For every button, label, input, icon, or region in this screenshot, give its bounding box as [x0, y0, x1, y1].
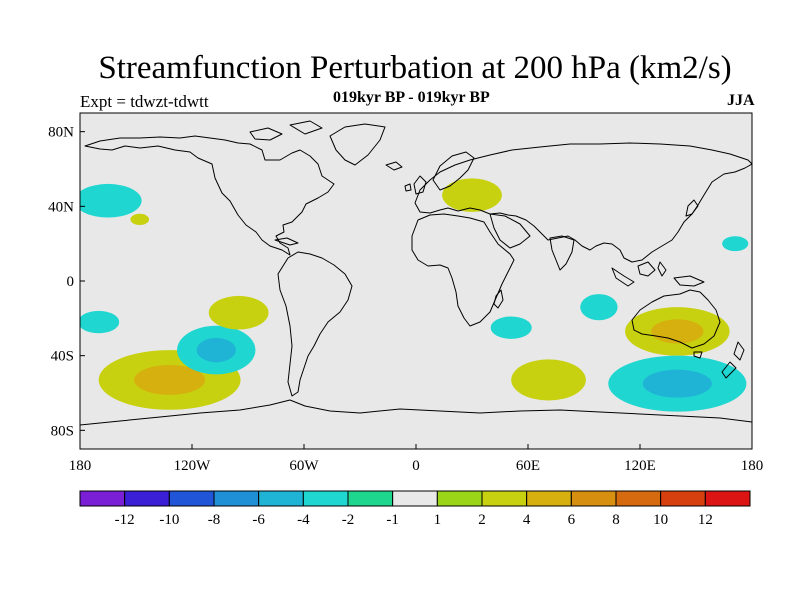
colorbar-label-5: -2: [342, 512, 355, 528]
anomaly-0-level-0: [80, 183, 142, 218]
colorbar-swatch-6: [347, 490, 394, 507]
anomaly-contours: [80, 178, 749, 412]
x-tick-label-1: 120W: [174, 458, 212, 474]
colorbar-swatch-0: [79, 490, 126, 507]
colorbar-swatch-13: [660, 490, 706, 507]
colorbar-label-1: -10: [159, 512, 179, 528]
x-axis: 180 120W 60W 0 60E 120E 180: [69, 444, 764, 474]
colorbar-swatch-7: [392, 490, 438, 507]
colorbar-swatch-5: [302, 490, 349, 507]
season-label: JJA: [727, 92, 755, 109]
anomaly-7-level-0: [490, 316, 532, 339]
plot-subtitle: 019kyr BP - 019kyr BP: [333, 89, 490, 106]
colorbar-label-0: -12: [115, 512, 135, 528]
colorbar-swatch-12: [615, 490, 662, 507]
colorbar-swatch-9: [481, 490, 528, 507]
colorbar-swatch-1: [124, 490, 170, 507]
anomaly-8-level-0: [511, 359, 586, 401]
colorbar-label-6: -1: [386, 512, 399, 528]
x-tick-label-3: 0: [412, 458, 420, 474]
plot-title: Streamfunction Perturbation at 200 hPa (…: [98, 50, 732, 86]
colorbar: -12 -10 -8 -6 -4 -2 -1 1 2 4 6 8 10 12: [79, 490, 751, 528]
experiment-label: Expt = tdwzt-tdwtt: [80, 92, 209, 111]
x-tick-label-0: 180: [69, 458, 92, 474]
colorbar-label-12: 10: [653, 512, 668, 528]
anomaly-4-level-1: [196, 337, 236, 363]
colorbar-label-13: 12: [698, 512, 713, 528]
anomaly-11-level-1: [642, 369, 712, 398]
x-tick-label-2: 60W: [289, 458, 319, 474]
colorbar-swatch-11: [570, 490, 617, 507]
y-tick-label-4: 80S: [51, 423, 74, 439]
colorbar-swatch-14: [704, 490, 751, 507]
y-tick-label-0: 80N: [48, 125, 74, 141]
colorbar-label-3: -6: [252, 512, 265, 528]
colorbar-label-7: 1: [434, 512, 442, 528]
y-tick-label-2: 0: [67, 274, 75, 290]
colorbar-label-10: 6: [568, 512, 576, 528]
anomaly-3-level-1: [134, 365, 206, 395]
x-tick-label-4: 60E: [516, 458, 540, 474]
y-tick-label-1: 40N: [48, 199, 74, 215]
colorbar-label-9: 4: [523, 512, 531, 528]
colorbar-label-4: -4: [297, 512, 310, 528]
coastlines: [80, 120, 752, 426]
colorbar-label-11: 8: [612, 512, 620, 528]
anomaly-1-level-0: [130, 213, 150, 225]
colorbar-swatch-4: [258, 490, 304, 507]
colorbar-swatch-10: [526, 490, 572, 507]
x-tick-label-6: 180: [741, 458, 764, 474]
colorbar-swatch-8: [436, 490, 483, 507]
anomaly-6-level-0: [442, 178, 502, 212]
anomaly-5-level-0: [208, 295, 269, 330]
y-tick-label-3: 40S: [51, 349, 74, 365]
anomaly-2-level-0: [80, 310, 120, 334]
colorbar-label-8: 2: [478, 512, 486, 528]
x-tick-label-5: 120E: [624, 458, 656, 474]
anomaly-9-level-0: [580, 294, 618, 321]
y-axis: 80N 40N 0 40S 80S: [48, 125, 85, 439]
colorbar-swatch-3: [213, 490, 260, 507]
anomaly-12-level-0: [722, 236, 749, 252]
colorbar-label-2: -8: [208, 512, 221, 528]
colorbar-swatch-2: [168, 490, 215, 507]
anomaly-10-level-1: [651, 319, 704, 344]
